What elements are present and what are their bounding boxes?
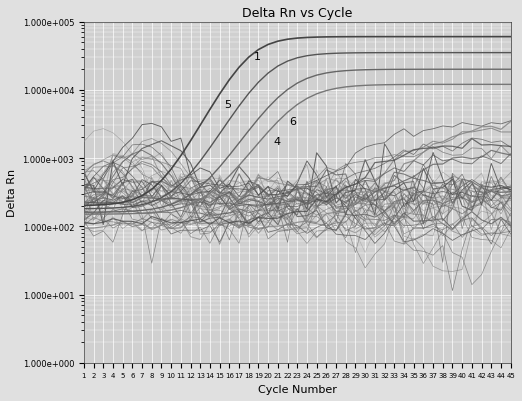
- Text: 6: 6: [290, 116, 296, 126]
- Y-axis label: Delta Rn: Delta Rn: [7, 169, 17, 217]
- Title: Delta Rn vs Cycle: Delta Rn vs Cycle: [242, 7, 352, 20]
- Text: 4: 4: [273, 137, 280, 147]
- X-axis label: Cycle Number: Cycle Number: [258, 384, 337, 394]
- Text: 1: 1: [254, 52, 260, 62]
- Text: 5: 5: [224, 100, 232, 110]
